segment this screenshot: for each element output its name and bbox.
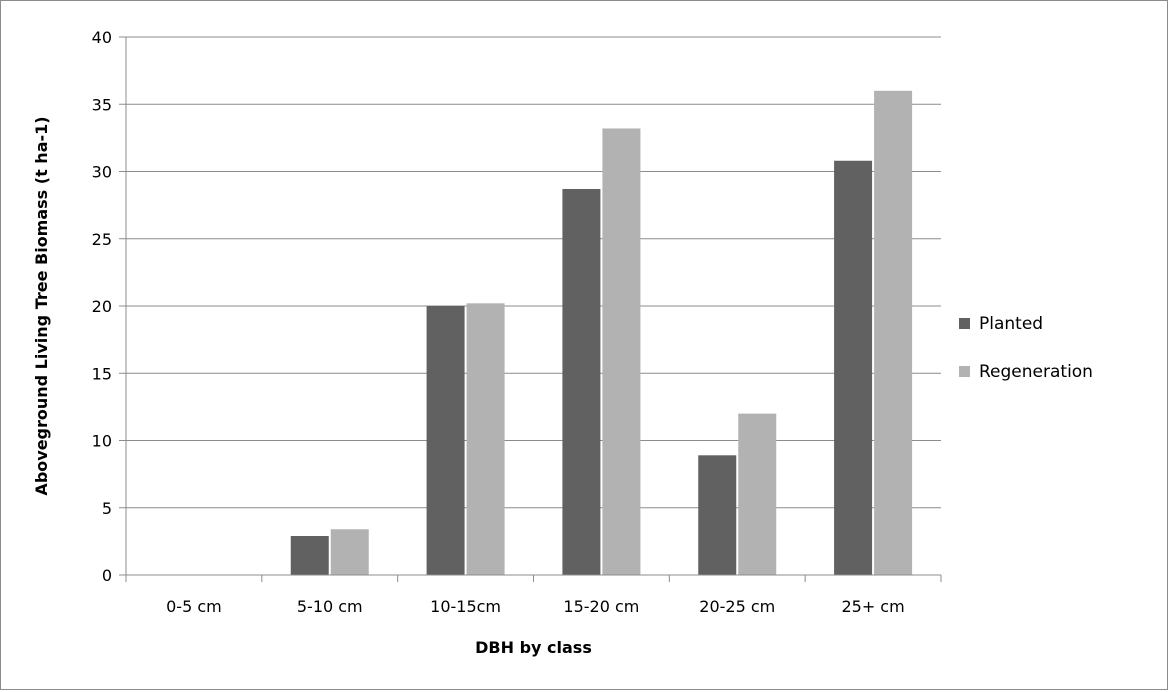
y-axis-title: Aboveground Living Tree Biomass (t ha-1): [32, 116, 51, 495]
bar-planted-1: [290, 535, 329, 575]
x-tick-label: 25+ cm: [841, 597, 904, 616]
legend-label-regeneration: Regeneration: [979, 362, 1093, 382]
y-tick-label: 35: [92, 95, 112, 114]
bar-regeneration-3: [602, 128, 641, 575]
legend-swatch-regeneration: [959, 366, 970, 377]
axes: [119, 36, 942, 582]
legend-label-planted: Planted: [979, 314, 1043, 334]
bar-regeneration-4: [738, 413, 777, 575]
y-tick-label: 15: [92, 364, 112, 383]
bar-planted-2: [426, 306, 465, 575]
bars: [290, 90, 913, 576]
y-tick-label: 20: [92, 297, 112, 316]
y-tick-label: 40: [92, 28, 112, 47]
bar-regeneration-5: [874, 90, 913, 576]
x-tick-label: 0-5 cm: [166, 597, 222, 616]
bar-planted-4: [698, 455, 737, 575]
y-tick-label: 30: [92, 163, 112, 182]
x-tick-label: 20-25 cm: [699, 597, 775, 616]
bar-regeneration-2: [466, 303, 505, 575]
bar-regeneration-1: [330, 529, 369, 575]
x-tick-label: 5-10 cm: [297, 597, 363, 616]
bar-planted-5: [834, 160, 873, 576]
y-tick-label: 10: [92, 432, 112, 451]
y-tick-label: 5: [102, 499, 112, 518]
gridlines: [126, 36, 941, 509]
bar-planted-3: [562, 188, 601, 576]
x-axis-title: DBH by class: [475, 638, 592, 657]
x-tick-label: 10-15cm: [430, 597, 501, 616]
x-tick-label: 15-20 cm: [563, 597, 639, 616]
tick-labels: 0 5 10 15 20 25 30 35 40 0-5 cm 5-10 cm 10-15cm 15-2…: [92, 28, 905, 616]
y-tick-label: 25: [92, 230, 112, 249]
legend: Planted Regeneration: [959, 314, 1093, 382]
y-tick-label: 0: [102, 566, 112, 585]
legend-swatch-planted: [959, 318, 970, 329]
